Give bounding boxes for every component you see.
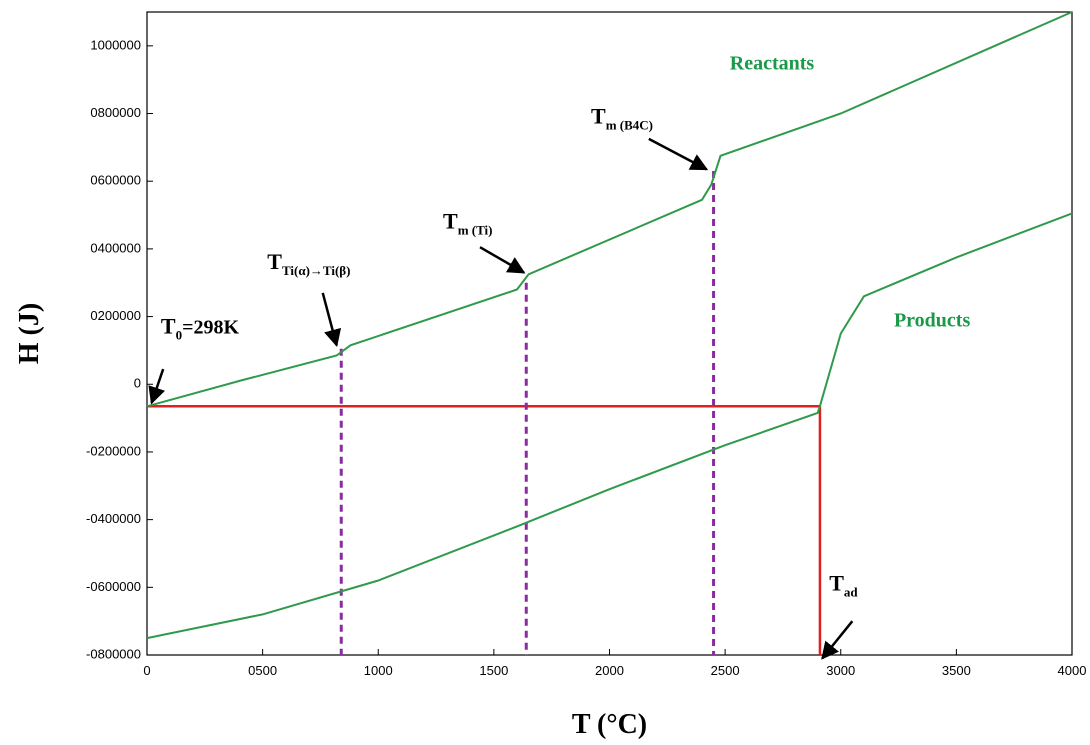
series-lines xyxy=(146,11,1073,640)
reactants-label: Reactants xyxy=(730,53,815,75)
y-tick-label: -0800000 xyxy=(86,646,141,661)
annotations: T0=298K TTi(α)→Ti(β) Tm (Ti) Tm (B4C) Tad xyxy=(148,104,858,660)
series-labels: Reactants Products xyxy=(730,53,971,332)
x-tick-label: 3000 xyxy=(826,663,855,678)
y-tick-label: 0600000 xyxy=(90,173,141,188)
y-tick-label: -0600000 xyxy=(86,579,141,594)
x-tick-label: 3500 xyxy=(942,663,971,678)
annotation-label: Tm (B4C) xyxy=(591,104,653,133)
x-tick-label: 4000 xyxy=(1058,663,1087,678)
x-tick-label: 1500 xyxy=(479,663,508,678)
x-tick-label: 2500 xyxy=(711,663,740,678)
y-tick-label: 1000000 xyxy=(90,37,141,52)
y-tick-label: 0400000 xyxy=(90,240,141,255)
y-axis-label: H (J) xyxy=(14,303,45,364)
reference-lines xyxy=(147,405,822,655)
transition-markers xyxy=(339,171,716,655)
y-tick-label: -0400000 xyxy=(86,511,141,526)
products-label: Products xyxy=(894,310,971,332)
annotation-label: Tad xyxy=(829,571,858,600)
x-tick-label: 0500 xyxy=(248,663,277,678)
y-tick-label: 0 xyxy=(134,376,141,391)
series-line-reactants xyxy=(146,11,1073,408)
annotation-label: Tm (Ti) xyxy=(443,209,492,238)
x-tick-label: 2000 xyxy=(595,663,624,678)
x-tick-label: 0 xyxy=(143,663,150,678)
annotation-arrow xyxy=(479,246,526,274)
annotation-arrow xyxy=(821,620,854,660)
annotation-arrow xyxy=(148,368,165,405)
annotation-arrow xyxy=(321,292,342,348)
x-axis-label: T (°C) xyxy=(572,709,647,740)
series-line-products xyxy=(146,212,1073,640)
annotation-label: TTi(α)→Ti(β) xyxy=(267,249,350,278)
axis-ticks: 1000000 0800000 0600000 0400000 0200000 0 -020… xyxy=(86,37,1086,678)
x-tick-label: 1000 xyxy=(364,663,393,678)
annotation-arrow xyxy=(648,137,709,171)
y-tick-label: 0200000 xyxy=(90,308,141,323)
plot-frame xyxy=(146,11,1073,656)
annotation-label: T0=298K xyxy=(161,314,240,343)
y-tick-label: 0800000 xyxy=(90,105,141,120)
y-tick-label: -0200000 xyxy=(86,443,141,458)
